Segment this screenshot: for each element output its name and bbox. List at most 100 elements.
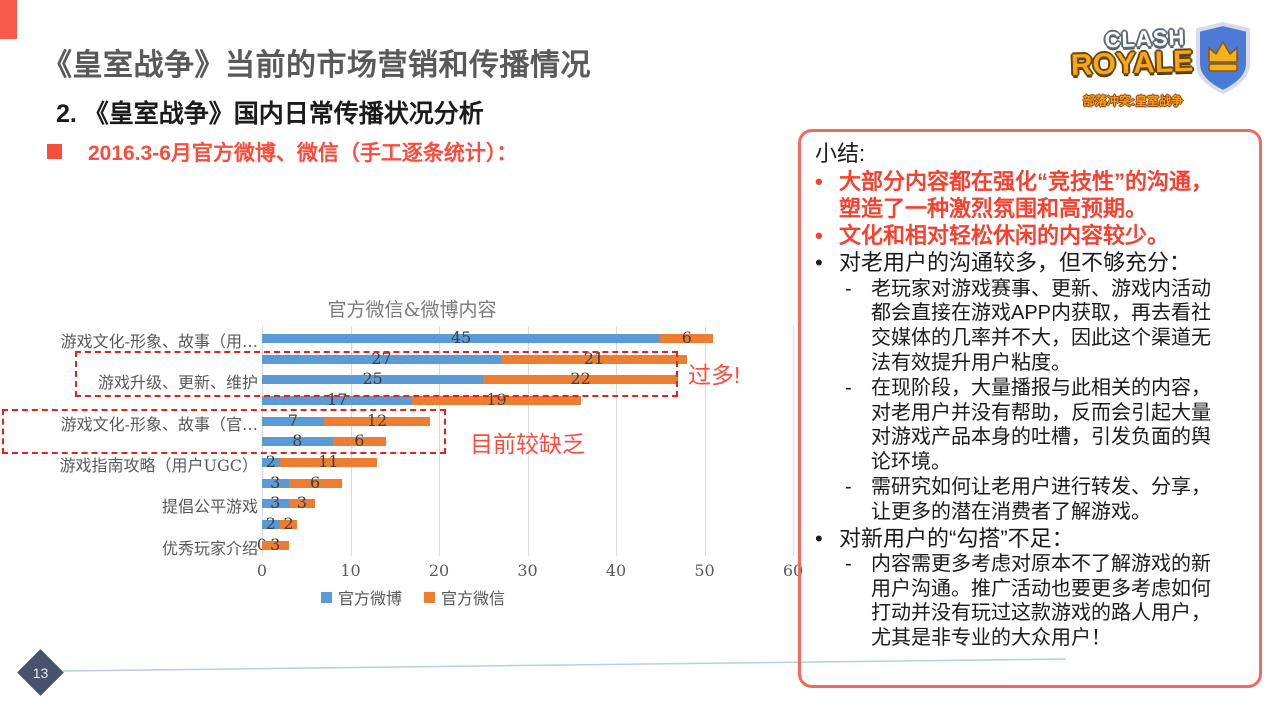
logo-tagline: 部落冲突:皇室战争	[1083, 94, 1183, 108]
category-label: 游戏文化-形象、故事（用…	[60, 332, 258, 351]
x-tick-40: 40	[605, 561, 627, 580]
bar-segment-weibo	[262, 519, 280, 529]
x-tick-30: 30	[517, 561, 538, 580]
bar-value-label: 21	[583, 348, 605, 368]
category-label: 游戏升级、更新、维护	[97, 373, 258, 393]
page-title: 《皇室战争》当前的市场营销和传播情况	[42, 49, 591, 82]
gridline-20	[439, 326, 440, 556]
bar-value-label: 45	[450, 328, 472, 347]
logo-royale-text: ROYALE	[1070, 44, 1194, 83]
summary-item-text: 大部分内容都在强化“竞技性”的沟通，塑造了一种激烈氛围和高预期。	[839, 168, 1214, 221]
bar-value-label: 12	[366, 410, 388, 430]
crown-shield-icon	[1196, 22, 1250, 94]
bullet-square-icon	[47, 144, 62, 159]
bar-value-label: 3	[296, 493, 307, 513]
summary-item-text: 对老用户的沟通较多，但不够充分：	[839, 250, 1192, 276]
category-label: 游戏文化-形象、故事（官…	[60, 414, 258, 434]
bar-value-label: 27	[371, 348, 392, 368]
summary-item-text: 老玩家对游戏赛事、更新、游戏内活动都会直接在游戏APP内获取，再去看社交媒体的几…	[871, 277, 1212, 374]
bar-segment-weibo	[262, 437, 333, 447]
category-label: 优秀玩家介绍	[161, 538, 258, 558]
chart-title: 官方微信&微博内容	[327, 299, 497, 321]
summary-item-text: 文化和相对轻松休闲的内容较少。	[839, 223, 1170, 249]
bar-segment-weibo	[262, 499, 289, 509]
bar-segment-weibo	[262, 416, 324, 426]
bar-segment-weixin	[288, 478, 342, 488]
bar-segment-weixin	[500, 354, 687, 364]
legend-swatch	[320, 591, 332, 603]
bar-value-label: 25	[362, 369, 383, 389]
bar-segment-weibo	[262, 375, 484, 385]
dash-marker: -	[845, 475, 852, 498]
gridline-30	[527, 326, 529, 556]
dash-marker: -	[845, 277, 852, 300]
bullet-text: 2016.3-6月官方微博、微信（手工逐条统计）：	[88, 142, 518, 165]
bar-value-label: 19	[486, 389, 507, 409]
bar-segment-weixin	[332, 437, 386, 447]
summary-item: • 对老用户的沟通较多，但不够充分：	[815, 249, 1247, 276]
page-number: 13	[32, 664, 49, 681]
summary-item: - 在现阶段，大量播报与此相关的内容，对老用户并没有帮助，反而会引起大量对游戏产品…	[845, 376, 1247, 475]
category-label: 游戏指南攻略（用户UGC）	[59, 455, 258, 475]
chart: 官方微信&微博内容 0 10 20 30 40 50 60 游戏文化-形象、故事（用… 45 6 2…	[0, 290, 812, 625]
x-tick-0: 0	[256, 561, 268, 580]
x-tick-20: 20	[428, 561, 450, 580]
bar-value-label: 2	[265, 513, 276, 533]
bar-segment-weixin	[279, 519, 298, 529]
legend-item-weibo: 官方微博	[320, 585, 402, 609]
summary-item-text: 对新用户的“勾搭”不足：	[839, 525, 1074, 551]
chart-legend: 官方微博 官方微信	[320, 585, 505, 609]
bullet-marker: •	[815, 525, 823, 551]
bar-segment-weibo	[262, 395, 413, 405]
x-tick-10: 10	[340, 561, 361, 580]
annotation-lacking: 目前较缺乏	[470, 431, 585, 457]
summary-item-text: 内容需更多考虑对原本不了解游戏的新用户沟通。推广活动也要更多考虑如何打动并没有玩…	[871, 552, 1211, 650]
summary-item: - 需研究如何让老用户进行转发、分享，让更多的潜在消费者了解游戏。	[845, 475, 1247, 525]
gridline-50	[704, 326, 706, 556]
bar-value-label: 6	[354, 431, 365, 451]
bar-value-label: 7	[287, 410, 299, 430]
bar-segment-weibo	[262, 457, 280, 467]
bar-segment-weixin	[660, 334, 714, 343]
summary-item: • 文化和相对轻松休闲的内容较少。	[815, 222, 1247, 249]
summary-item-text: 需研究如何让老用户进行转发、分享，让更多的潜在消费者了解游戏。	[871, 475, 1211, 523]
accent-bar	[0, 0, 17, 39]
bar-segment-weixin	[262, 540, 289, 550]
bar-value-label: 2	[265, 451, 276, 471]
gridline-60	[793, 326, 794, 556]
legend-swatch	[424, 591, 435, 603]
bar-value-label: 11	[318, 451, 339, 471]
bar-value-label: 2	[283, 513, 294, 533]
legend-item-weixin: 官方微信	[424, 585, 505, 609]
annotation-too-many: 过多!	[688, 362, 741, 388]
bar-segment-weibo	[262, 354, 501, 364]
summary-items: • 大部分内容都在强化“竞技性”的沟通，塑造了一种激烈氛围和高预期。 • 文化和相对轻…	[815, 168, 1247, 651]
bullet-marker: •	[815, 168, 823, 194]
bar-value-label: 6	[310, 472, 321, 492]
bullet-marker: •	[815, 250, 823, 276]
summary-item: • 对新用户的“勾搭”不足：	[815, 525, 1247, 552]
bar-value-label: 17	[327, 389, 348, 409]
summary-item: - 老玩家对游戏赛事、更新、游戏内活动都会直接在游戏APP内获取，再去看社交媒体的…	[845, 277, 1247, 376]
bar-value-label: 3	[270, 472, 281, 492]
annotation-box-lacking	[2, 409, 446, 454]
bar-segment-weibo	[262, 478, 289, 488]
section-subtitle: 2. 《皇室战争》国内日常传播状况分析	[56, 100, 484, 128]
summary-item: • 大部分内容都在强化“竞技性”的沟通，塑造了一种激烈氛围和高预期。	[815, 168, 1247, 223]
legend-label: 官方微信	[441, 589, 506, 608]
summary-panel: 小结: • 大部分内容都在强化“竞技性”的沟通，塑造了一种激烈氛围和高预期。 • 文化…	[798, 129, 1262, 688]
summary-item-text: 在现阶段，大量播报与此相关的内容，对老用户并没有帮助，反而会引起大量对游戏产品本…	[871, 376, 1211, 474]
x-tick-50: 50	[694, 561, 715, 580]
dash-marker: -	[845, 552, 852, 575]
annotation-box-too-many	[75, 351, 678, 397]
dash-marker: -	[845, 376, 852, 399]
bar-value-label: 8	[292, 431, 303, 451]
legend-label: 官方微博	[337, 589, 402, 608]
bar-value-label: 3	[270, 534, 281, 554]
bar-value-label: 6	[681, 328, 692, 347]
bar-segment-weixin	[279, 457, 378, 467]
summary-heading: 小结:	[815, 141, 866, 166]
category-label: 提倡公平游戏	[161, 497, 258, 517]
bar-segment-weixin	[288, 499, 316, 509]
